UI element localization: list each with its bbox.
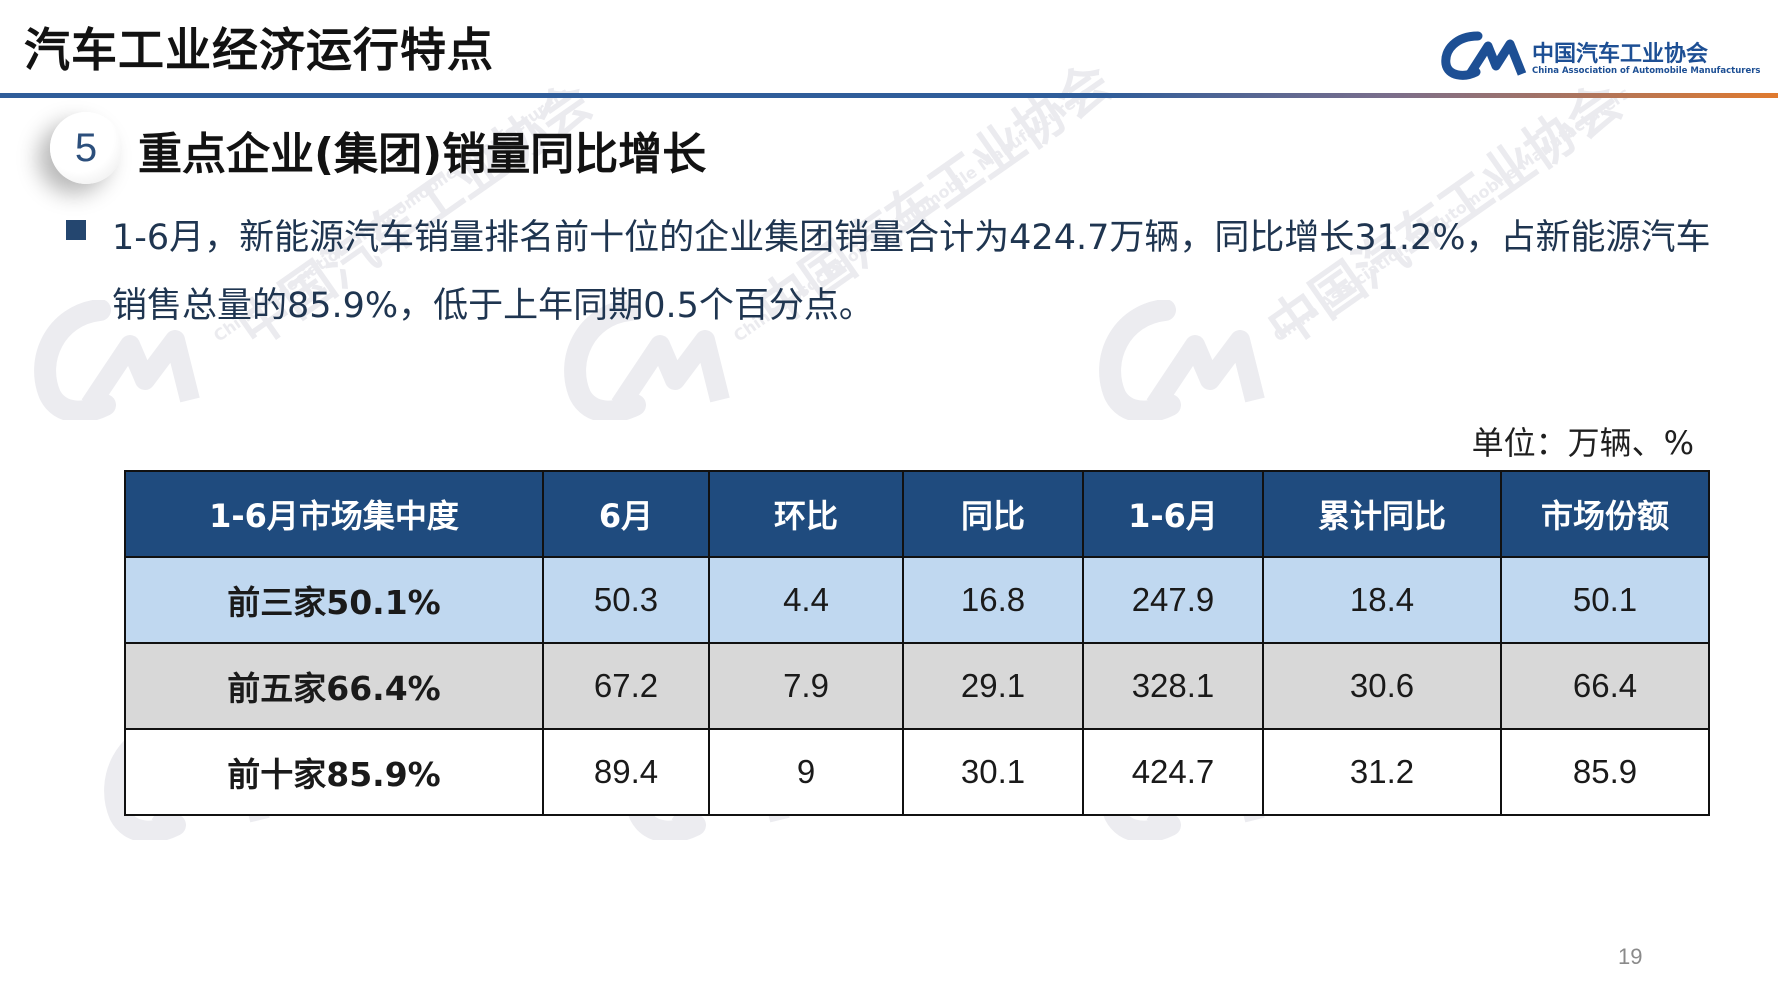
unit-label: 单位：万辆、% — [1471, 424, 1694, 462]
row-label: 前五家66.4% — [124, 642, 544, 730]
table-cell: 247.9 — [1082, 556, 1264, 644]
row-label: 前十家85.9% — [124, 728, 544, 816]
table-cell: 9 — [708, 728, 904, 816]
header-divider — [0, 93, 1778, 98]
table-cell: 4.4 — [708, 556, 904, 644]
table-row: 前十家85.9% 89.4 9 30.1 424.7 31.2 85.9 — [124, 728, 1710, 816]
table-cell: 85.9 — [1500, 728, 1710, 816]
table-header-row: 1-6月市场集中度 6月 环比 同比 1-6月 累计同比 市场份额 — [124, 470, 1710, 558]
column-header: 累计同比 — [1262, 470, 1502, 558]
brand-name-cn: 中国汽车工业协会 — [1532, 42, 1709, 67]
table-cell: 328.1 — [1082, 642, 1264, 730]
table-cell: 67.2 — [542, 642, 710, 730]
page-header: 汽车工业经济运行特点 中国汽车工业协会 China Association of… — [0, 0, 1778, 100]
brand-name-en: China Association of Automobile Manufact… — [1532, 66, 1761, 76]
column-header: 1-6月市场集中度 — [124, 470, 544, 558]
section-number-badge: 5 — [50, 112, 122, 184]
table-row: 前五家66.4% 67.2 7.9 29.1 328.1 30.6 66.4 — [124, 642, 1710, 730]
row-label: 前三家50.1% — [124, 556, 544, 644]
column-header: 市场份额 — [1500, 470, 1710, 558]
table-cell: 30.6 — [1262, 642, 1502, 730]
table-cell: 16.8 — [902, 556, 1084, 644]
concentration-table: 1-6月市场集中度 6月 环比 同比 1-6月 累计同比 市场份额 前三家50.… — [124, 470, 1710, 816]
table-cell: 30.1 — [902, 728, 1084, 816]
table-cell: 424.7 — [1082, 728, 1264, 816]
table-cell: 18.4 — [1262, 556, 1502, 644]
table-cell: 31.2 — [1262, 728, 1502, 816]
brand-logo — [1441, 31, 1527, 80]
column-header: 环比 — [708, 470, 904, 558]
column-header: 同比 — [902, 470, 1084, 558]
bullet-text: 1-6月，新能源汽车销量排名前十位的企业集团销量合计为424.7万辆，同比增长3… — [112, 218, 1711, 326]
table-cell: 29.1 — [902, 642, 1084, 730]
table-cell: 7.9 — [708, 642, 904, 730]
table-cell: 50.1 — [1500, 556, 1710, 644]
page-title: 汽车工业经济运行特点 — [24, 23, 494, 77]
table-cell: 50.3 — [542, 556, 710, 644]
bullet-marker-icon — [66, 220, 86, 240]
column-header: 1-6月 — [1082, 470, 1264, 558]
table-row: 前三家50.1% 50.3 4.4 16.8 247.9 18.4 50.1 — [124, 556, 1710, 644]
page-number: 19 — [1618, 944, 1643, 969]
section-title: 重点企业(集团)销量同比增长 — [138, 129, 707, 180]
table-cell: 66.4 — [1500, 642, 1710, 730]
table-cell: 89.4 — [542, 728, 710, 816]
column-header: 6月 — [542, 470, 710, 558]
